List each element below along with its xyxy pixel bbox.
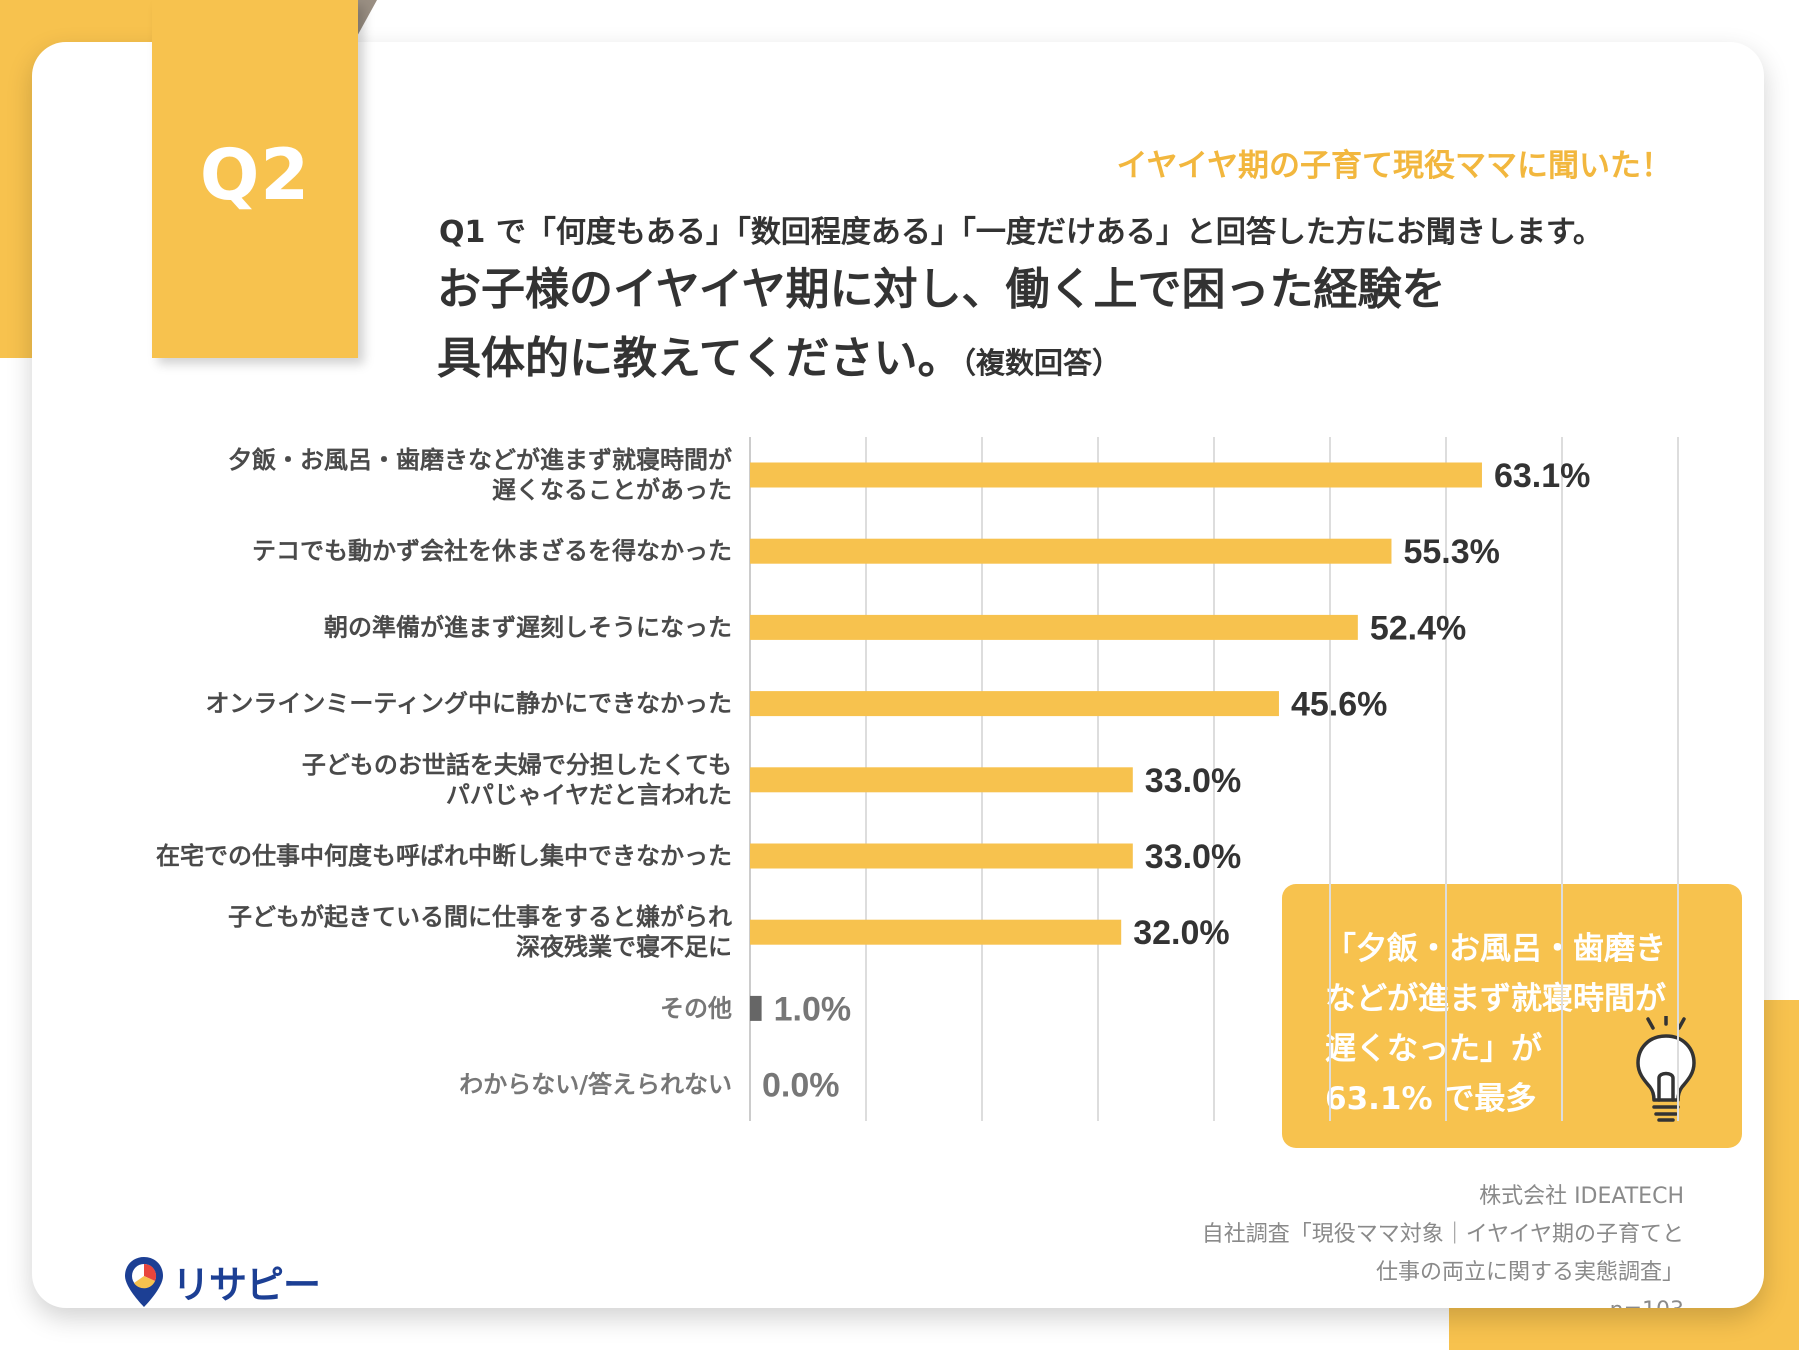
source-survey-line1: 自社調査「現役ママ対象｜イヤイヤ期の子育てと — [1201, 1222, 1684, 1247]
question-badge: Q2 — [152, 0, 358, 358]
callout-box: 「夕飯・お風呂・歯磨き などが進まず就寝時間が 遅くなった」が 63.1% で最… — [1282, 884, 1742, 1148]
question-title-line2-text: 具体的に教えてください。 — [437, 333, 962, 384]
source-sample-size: n=103 — [1202, 1292, 1684, 1308]
question-title: お子様のイヤイヤ期に対し、働く上で困った経験を 具体的に教えてください。（複数回… — [437, 255, 1445, 398]
question-title-line1: お子様のイヤイヤ期に対し、働く上で困った経験を — [437, 264, 1446, 315]
question-title-line2: 具体的に教えてください。（複数回答） — [437, 324, 1445, 398]
decor-fold — [355, 0, 377, 40]
question-badge-label: Q2 — [199, 134, 311, 216]
logo: リサピー — [122, 1254, 321, 1308]
callout-text: 「夕飯・お風呂・歯磨き などが進まず就寝時間が 遅くなった」が 63.1% で最… — [1325, 931, 1666, 1117]
source-company: 株式会社 IDEATECH — [1479, 1184, 1684, 1209]
question-subtitle: Q1 で「何度もある」「数回程度ある」「一度だけある」と回答した方にお聞きします… — [439, 215, 1603, 250]
lightbulb-icon — [1636, 1016, 1696, 1122]
source-survey-line2: 仕事の両立に関する実態調査」 — [1375, 1260, 1684, 1285]
logo-text: リサピー — [172, 1263, 321, 1307]
source-note: 株式会社 IDEATECH 自社調査「現役ママ対象｜イヤイヤ期の子育てと 仕事の… — [1202, 1178, 1684, 1308]
tagline: イヤイヤ期の子育て現役ママに聞いた！ — [1116, 148, 1672, 184]
question-note: （複数回答） — [961, 346, 1121, 380]
location-pin-icon — [125, 1256, 163, 1307]
